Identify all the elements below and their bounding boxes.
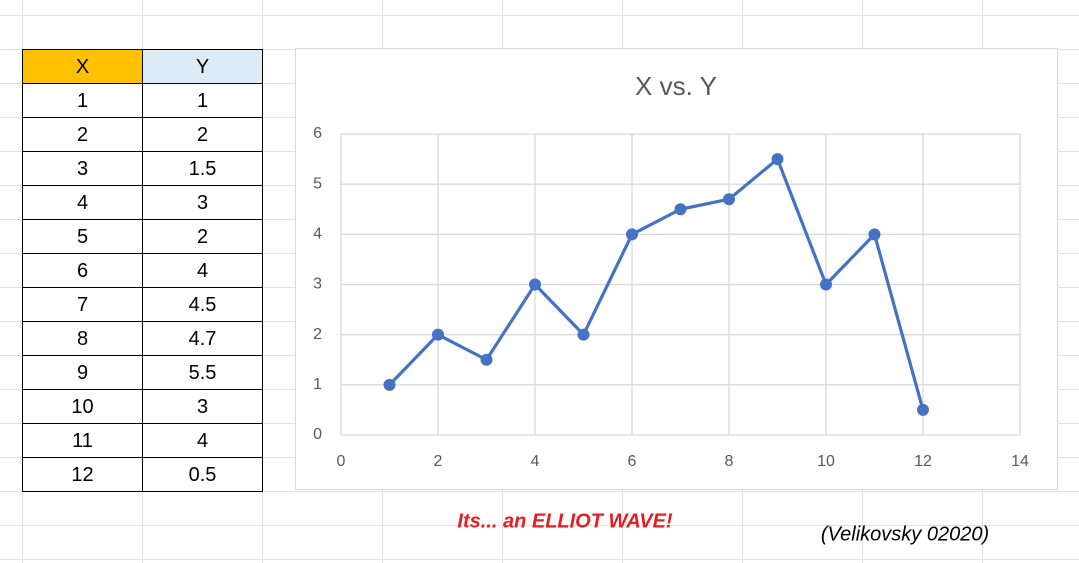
y-tick-label: 3: [313, 276, 322, 293]
cell-text: 9: [77, 362, 88, 384]
table-cell: [142, 287, 263, 322]
cell-text: 10: [71, 396, 93, 418]
table-cell: [142, 185, 263, 220]
cell-text: 5.5: [189, 362, 217, 384]
series-line: [388, 157, 925, 411]
x-tick-label: 4: [531, 453, 540, 470]
table-cell: [22, 287, 143, 322]
x-tick-label: 6: [628, 453, 637, 470]
cell-text: 3: [77, 158, 88, 180]
annotation: (Velikovsky 02020): [821, 523, 989, 545]
table-cell: [22, 457, 143, 492]
cell-text: 4: [77, 192, 88, 214]
data-point: [820, 278, 832, 291]
cell-text: 1: [77, 90, 88, 112]
data-point: [917, 403, 929, 416]
x-tick-label: 12: [914, 453, 932, 470]
data-point: [480, 353, 493, 366]
table-cell: [22, 219, 143, 254]
table-cell: [142, 83, 263, 118]
chart-frame: [295, 48, 1058, 490]
cell-text: X: [76, 56, 89, 78]
annotation: Its... an ELLIOT WAVE!: [457, 510, 673, 532]
table-cell: [142, 389, 263, 424]
data-table: X Y1 12 23 1.54 35 26 47 4.58 4.79 5.510 311 412 0.5: [22, 49, 263, 492]
table-cell: [22, 355, 143, 390]
y-tick-label: 1: [313, 376, 322, 393]
cell-text: 12: [71, 464, 93, 486]
cell-text: 2: [197, 226, 208, 248]
cell-text: 2: [197, 124, 208, 146]
cell-text: 4.7: [189, 328, 217, 350]
cell-text: 3: [197, 192, 208, 214]
data-point: [771, 153, 784, 166]
data-point: [674, 203, 687, 216]
cell-text: 0.5: [189, 464, 217, 486]
data-point: [529, 278, 541, 291]
cell-text: 11: [72, 430, 93, 452]
data-point: [432, 328, 444, 341]
table-cell: [22, 321, 143, 356]
cell-text: 4.5: [189, 294, 217, 316]
table-cell: [142, 219, 263, 254]
x-tick-label: 8: [725, 453, 734, 470]
data-point: [383, 378, 396, 391]
x-tick-label: 14: [1011, 453, 1029, 470]
data-point: [626, 228, 638, 241]
data-point: [577, 328, 590, 341]
cell-text: 3: [197, 396, 208, 418]
table-cell: [142, 457, 263, 492]
cell-text: 5: [77, 226, 88, 248]
cell-text: Y: [196, 56, 209, 78]
x-tick-label: 0: [337, 453, 346, 470]
chart-title: X vs. Y: [635, 71, 717, 101]
table-cell: [142, 423, 263, 458]
table-cell: [22, 423, 143, 458]
y-tick-label: 0: [313, 426, 322, 443]
cell-text: 1: [197, 90, 208, 112]
table-cell: [22, 389, 143, 424]
data-point: [723, 193, 735, 206]
data-point: [868, 228, 881, 241]
table-cell: [142, 151, 263, 186]
cell-text: 7: [77, 294, 88, 316]
cell-text: 8: [77, 328, 88, 350]
y-tick-label: 6: [313, 125, 322, 142]
y-tick-label: 4: [313, 226, 322, 243]
cell-text: 4: [197, 430, 208, 452]
table-cell: [142, 253, 263, 288]
cell-text: 2: [77, 124, 88, 146]
y-tick-label: 2: [313, 326, 322, 343]
cell-text: 6: [77, 260, 88, 282]
cell-text: 4: [197, 260, 208, 282]
table-cell: [22, 253, 143, 288]
y-tick-label: 5: [313, 175, 322, 192]
table-cell: [142, 321, 263, 356]
table-cell: [142, 117, 263, 152]
table-cell: [142, 355, 263, 390]
x-tick-label: 2: [434, 453, 443, 470]
cell-text: 1.5: [189, 158, 217, 180]
table-cell: [142, 49, 263, 84]
x-tick-label: 10: [817, 453, 835, 470]
